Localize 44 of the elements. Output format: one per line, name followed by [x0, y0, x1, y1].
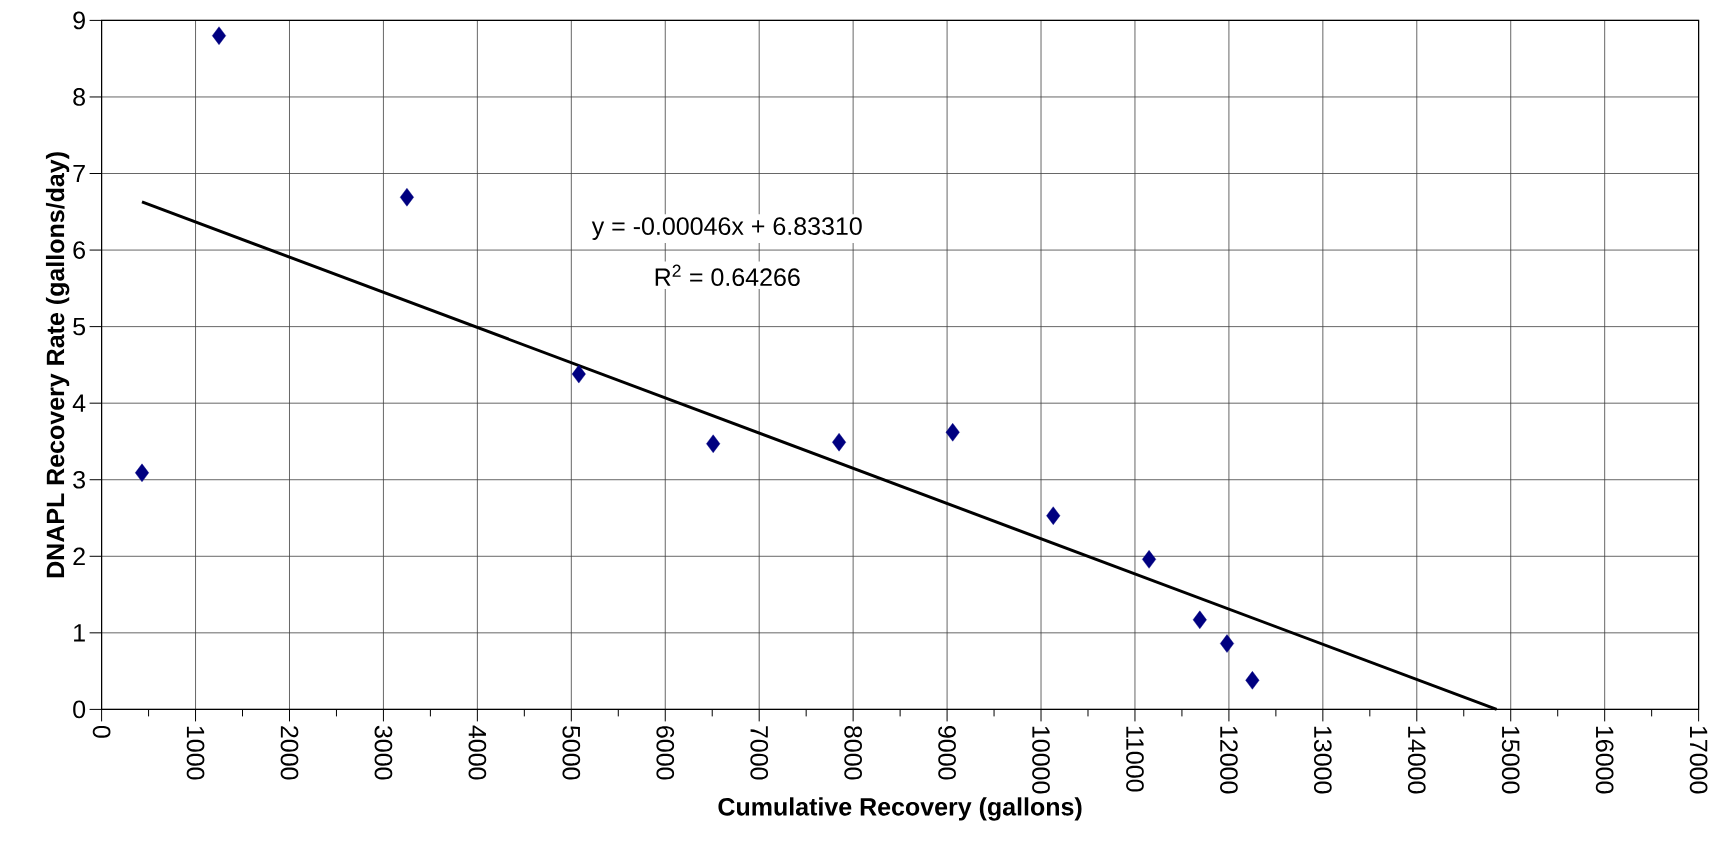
x-tick-label: 9000 [938, 726, 956, 780]
y-tick-label: 8 [73, 88, 85, 106]
point [1142, 550, 1156, 569]
x-tick-label: 2000 [280, 726, 299, 780]
x-tick-label: 17000 [1689, 726, 1708, 794]
x-tick-label: 3000 [374, 725, 393, 780]
y-tick-label: 0 [73, 700, 86, 719]
point [1245, 671, 1260, 690]
y-tick-label: 7 [73, 164, 85, 183]
point [135, 463, 149, 483]
point [945, 423, 960, 442]
point [832, 433, 846, 452]
point [571, 364, 586, 384]
x-tick-label: 12000 [1220, 726, 1238, 794]
x-axis-title: Cumulative Recovery (gallons) [718, 797, 1082, 821]
x-tick-label: 7000 [750, 726, 769, 780]
y-tick-label: 6 [73, 241, 85, 259]
x-tick-label: 4000 [468, 725, 487, 780]
x-tick-label: 8000 [844, 726, 862, 780]
point [212, 26, 226, 45]
point [399, 188, 414, 207]
y-axis-title: DNAPL Recovery Rate (gallons/day) [45, 152, 70, 578]
y-tick-label: 4 [72, 394, 86, 412]
y-tick-label: 9 [73, 11, 85, 30]
point [706, 434, 721, 453]
y-tick-label: 3 [73, 470, 85, 489]
x-tick-label: 6000 [656, 726, 675, 780]
x-tick-label: 1000 [186, 726, 205, 780]
x-tick-label: 5000 [562, 725, 581, 780]
x-tick-label: 10000 [1032, 726, 1050, 794]
x-tick-label: 13000 [1313, 726, 1332, 794]
point [1220, 634, 1234, 653]
y-tick-label: 1 [74, 624, 85, 642]
point [1192, 610, 1207, 630]
annotation: y = -0.00046x + 6.83310 [591, 217, 862, 240]
x-tick-label: 0 [92, 725, 111, 738]
annotation: R$^{2}$ = 0.64266 [655, 264, 800, 287]
x-tick-label: 11000 [1126, 726, 1144, 792]
x-tick-label: 15000 [1501, 726, 1520, 794]
x-tick-label: 14000 [1407, 726, 1426, 794]
point [1046, 506, 1061, 525]
x-tick-label: 16000 [1595, 726, 1614, 794]
y-tick-label: 5 [73, 317, 86, 336]
y-tick-label: 2 [73, 547, 85, 566]
